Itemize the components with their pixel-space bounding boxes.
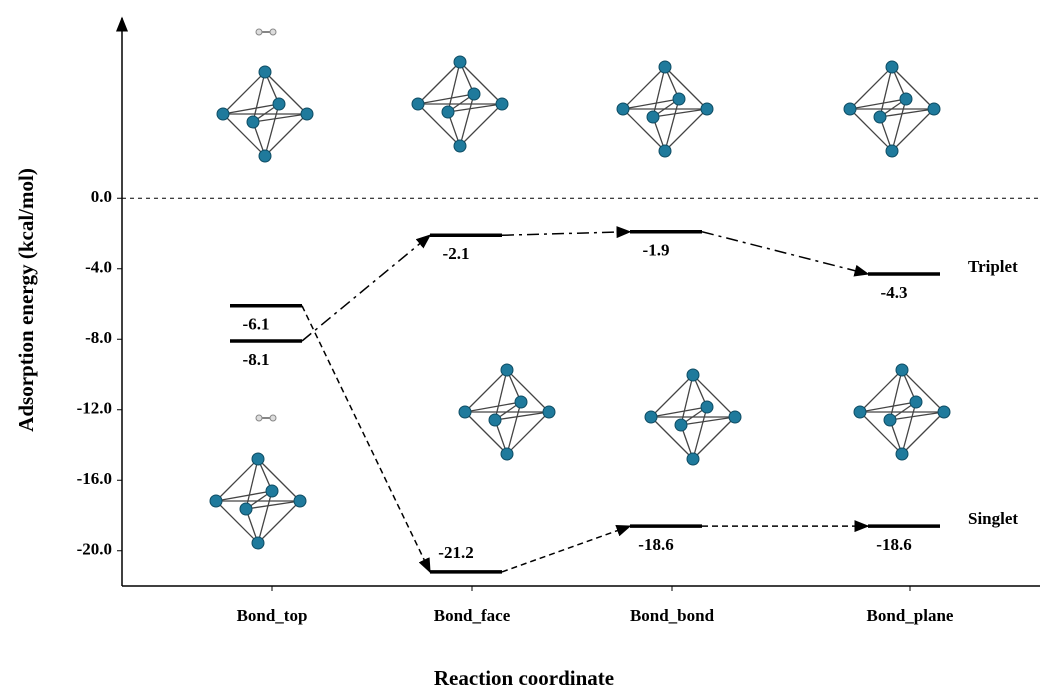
y-axis-label: Adsorption energy (kcal/mol)	[14, 168, 38, 432]
data-label: -6.1	[243, 315, 270, 334]
series-label: Singlet	[968, 509, 1018, 528]
connector	[701, 231, 870, 277]
connector	[301, 305, 431, 574]
y-tick-label: 0.0	[91, 187, 112, 206]
x-tick-label: Bond_top	[237, 606, 308, 625]
x-tick-label: Bond_face	[434, 606, 511, 625]
y-tick-label: -12.0	[77, 399, 112, 418]
data-label: -4.3	[881, 283, 908, 302]
series-label: Triplet	[968, 257, 1018, 276]
y-tick-label: -4.0	[85, 258, 112, 277]
cluster-images	[209, 28, 951, 550]
y-tick-label: -8.0	[85, 328, 112, 347]
x-tick-label: Bond_bond	[630, 606, 715, 625]
data-label: -2.1	[443, 244, 470, 263]
y-tick-label: -20.0	[77, 540, 112, 559]
data-label: -8.1	[243, 350, 270, 369]
x-tick-label: Bond_plane	[867, 606, 954, 625]
data-label: -18.6	[876, 535, 911, 554]
data-label: -21.2	[438, 543, 473, 562]
data-label: -1.9	[643, 241, 670, 260]
connector	[501, 524, 632, 573]
x-axis-label: Reaction coordinate	[434, 666, 614, 690]
connector	[501, 226, 632, 239]
y-tick-label: -16.0	[77, 469, 112, 488]
data-label: -18.6	[638, 535, 673, 554]
connector	[301, 234, 432, 342]
